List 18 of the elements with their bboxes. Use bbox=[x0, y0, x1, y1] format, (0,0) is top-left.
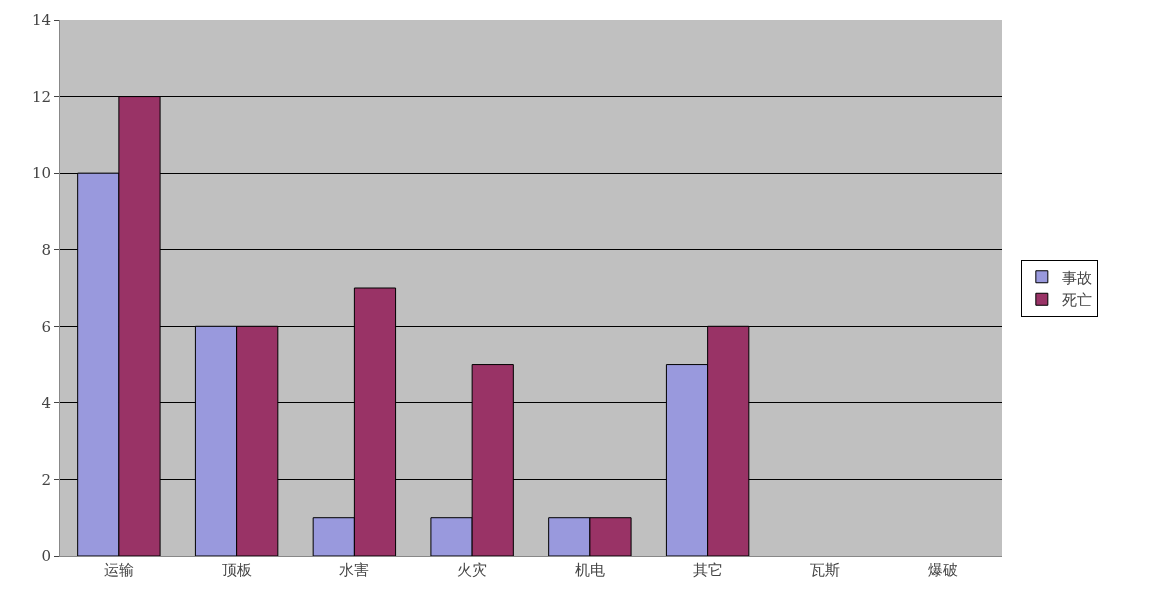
y-tick-label: 6 bbox=[41, 317, 51, 336]
x-tick-label: 火灾 bbox=[457, 561, 488, 579]
y-tick-label: 14 bbox=[31, 11, 51, 30]
x-tick-label: 机电 bbox=[574, 561, 605, 579]
y-tick-label: 10 bbox=[31, 164, 51, 183]
y-tick-label: 2 bbox=[41, 470, 51, 489]
x-tick-label: 水害 bbox=[339, 561, 370, 579]
y-tick-label: 4 bbox=[41, 394, 51, 413]
x-tick-label: 爆破 bbox=[928, 561, 959, 579]
legend-label: 死亡 bbox=[1061, 291, 1092, 310]
x-tick-label: 瓦斯 bbox=[810, 561, 841, 579]
x-tick-label: 顶板 bbox=[221, 561, 252, 579]
x-tick-label: 运输 bbox=[103, 561, 134, 579]
legend-label: 事故 bbox=[1061, 268, 1092, 287]
y-tick-label: 12 bbox=[31, 87, 51, 106]
x-tick-label: 其它 bbox=[692, 561, 723, 579]
y-tick-label: 8 bbox=[41, 240, 51, 259]
y-tick-label: 0 bbox=[41, 547, 51, 566]
